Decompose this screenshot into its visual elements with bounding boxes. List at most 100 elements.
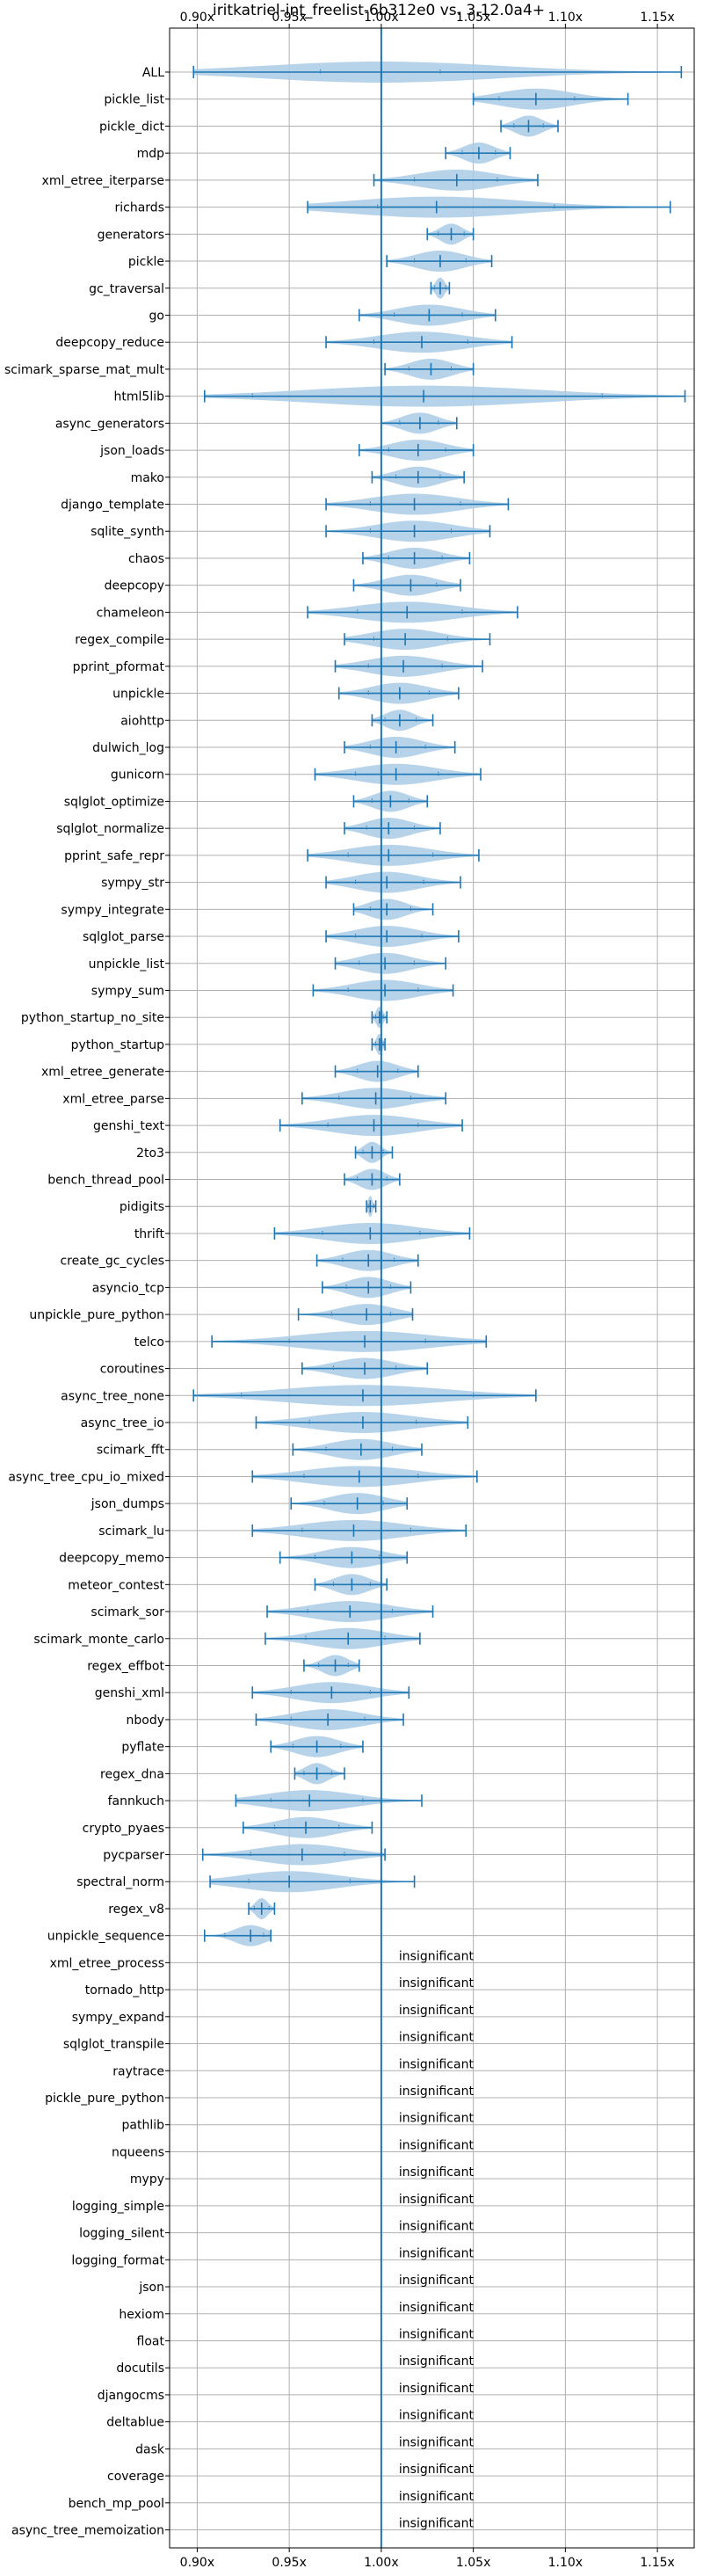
x-tick-label-top: 1.10x	[548, 11, 583, 25]
x-axis-ticks: 0.90x 0.90x 0.95x 0.95x 1.00x 1.00x 1.05x 1.05x…	[180, 11, 675, 2570]
x-tick-label-bottom: 1.15x	[640, 2556, 674, 2570]
benchmark-label: pidigits	[120, 1200, 164, 1214]
x-tick-label-bottom: 1.10x	[548, 2556, 583, 2570]
benchmark-label: float	[137, 2334, 165, 2348]
benchmark-label: generators	[98, 228, 164, 242]
benchmark-label: json	[138, 2281, 164, 2295]
insignificant-label: insignificant	[399, 2112, 475, 2126]
benchmark-label: json_dumps	[91, 1497, 164, 1511]
benchmark-label: unpickle_list	[89, 957, 165, 971]
benchmark-label: python_startup	[71, 1038, 164, 1052]
benchmark-label: sqlglot_optimize	[64, 795, 164, 809]
benchmark-label: async_tree_io	[81, 1416, 164, 1430]
benchmark-label: regex_dna	[100, 1767, 164, 1781]
benchmark-label: logging_simple	[72, 2200, 164, 2214]
benchmark-label: xml_etree_generate	[41, 1066, 164, 1080]
benchmark-label: genshi_xml	[95, 1686, 164, 1700]
benchmark-label: chaos	[128, 552, 164, 566]
benchmark-label: sympy_expand	[72, 2011, 164, 2025]
benchmark-label: nqueens	[112, 2145, 164, 2159]
benchmark-label: logging_silent	[79, 2227, 164, 2241]
benchmark-label: scimark_sor	[91, 1605, 164, 1619]
benchmark-label: bench_mp_pool	[69, 2497, 164, 2511]
benchmark-label: coroutines	[100, 1363, 164, 1377]
benchmark-label: asyncio_tcp	[92, 1281, 164, 1295]
benchmark-label: sqlite_synth	[91, 525, 164, 539]
benchmark-label: pickle_dict	[99, 120, 165, 134]
benchmark-label: create_gc_cycles	[60, 1255, 164, 1269]
benchmark-label: pickle_pure_python	[45, 2092, 164, 2106]
benchmark-label: xml_etree_process	[50, 1956, 164, 1970]
plot-frame	[169, 27, 695, 2549]
benchmark-label: thrift	[134, 1227, 165, 1241]
x-tick-label-bottom: 0.90x	[180, 2556, 214, 2570]
benchmark-label: sqlglot_parse	[83, 930, 164, 944]
benchmark-label: richards	[115, 201, 165, 215]
chart-title: iritkatriel-int_freelist-6b312e0 vs. 3.1…	[213, 2, 545, 19]
benchmark-label: logging_format	[71, 2253, 164, 2267]
benchmark-label: genshi_text	[93, 1119, 165, 1133]
benchmark-label: spectral_norm	[76, 1875, 164, 1889]
violins	[193, 62, 685, 1947]
benchmark-label: json_loads	[99, 444, 164, 458]
benchmark-label: gunicorn	[111, 768, 164, 782]
insignificant-label: insignificant	[399, 2246, 475, 2260]
benchmark-label: deepcopy_reduce	[55, 336, 164, 350]
benchmark-label: mypy	[130, 2172, 164, 2187]
insignificant-label: insignificant	[399, 2274, 475, 2288]
benchmark-label: pprint_pformat	[73, 660, 165, 674]
benchmark-label: tornado_http	[85, 1983, 164, 1997]
benchmark-label: async_generators	[55, 417, 164, 431]
benchmark-label: nbody	[127, 1714, 165, 1728]
benchmark-label: pickle_list	[104, 93, 164, 107]
benchmark-label: sqlglot_normalize	[56, 822, 164, 836]
insignificant-label: insignificant	[399, 1976, 475, 1990]
benchmark-label: meteor_contest	[68, 1578, 164, 1592]
benchmark-label: go	[149, 309, 164, 323]
benchmark-label: telco	[134, 1335, 164, 1350]
benchmark-label: raytrace	[112, 2064, 164, 2078]
x-tick-label-top: 1.05x	[456, 11, 490, 25]
benchmark-label: async_tree_none	[61, 1389, 164, 1403]
benchmark-label: deltablue	[106, 2416, 164, 2430]
benchmark-label: pycparser	[103, 1849, 164, 1863]
insignificant-label: insignificant	[399, 2382, 475, 2396]
benchmark-label: sympy_sum	[91, 984, 164, 998]
benchmark-label: unpickle_pure_python	[29, 1308, 164, 1322]
benchmark-label: coverage	[107, 2470, 164, 2484]
insignificant-label: insignificant	[399, 2004, 475, 2018]
benchmark-label: regex_effbot	[87, 1659, 164, 1673]
insignificant-label: insignificant	[399, 2031, 475, 2045]
x-tick-label-top: 1.15x	[640, 11, 674, 25]
insignificant-label: insignificant	[399, 2327, 475, 2341]
insignificant-label: insignificant	[399, 1949, 475, 1963]
benchmark-label: 2to3	[136, 1146, 164, 1161]
benchmark-label: pprint_safe_repr	[64, 849, 164, 863]
benchmark-label: deepcopy_memo	[59, 1552, 164, 1566]
insignificant-label: insignificant	[399, 2354, 475, 2369]
insignificant-label: insignificant	[399, 2517, 475, 2531]
insignificant-label: insignificant	[399, 2463, 475, 2477]
benchmark-label: dulwich_log	[92, 741, 164, 755]
x-tick-label-top: 0.95x	[272, 11, 306, 25]
benchmark-label: mako	[131, 471, 164, 485]
benchmark-label: regex_v8	[108, 1903, 164, 1917]
insignificant-label: insignificant	[399, 2409, 475, 2423]
x-tick-label-bottom: 0.95x	[272, 2556, 306, 2570]
benchmark-label: django_template	[61, 498, 164, 513]
benchmark-label: sympy_str	[101, 877, 164, 891]
benchmark-label: pickle	[128, 255, 164, 269]
benchmark-label: aiohttp	[120, 714, 164, 728]
benchmark-label: async_tree_memoization	[11, 2524, 164, 2538]
benchmark-label: mdp	[137, 147, 165, 161]
x-tick-label-bottom: 1.00x	[364, 2556, 398, 2570]
insignificant-label: insignificant	[399, 2301, 475, 2315]
insignificant-label: insignificant	[399, 2057, 475, 2071]
x-tick-label-top: 0.90x	[180, 11, 214, 25]
benchmark-label: scimark_monte_carlo	[33, 1633, 164, 1647]
benchmark-label: docutils	[116, 2361, 164, 2376]
benchmark-label: xml_etree_parse	[62, 1092, 164, 1106]
benchmark-label: gc_traversal	[89, 282, 164, 296]
benchmark-label: ALL	[142, 66, 164, 80]
benchmark-label: scimark_sparse_mat_mult	[4, 363, 164, 377]
